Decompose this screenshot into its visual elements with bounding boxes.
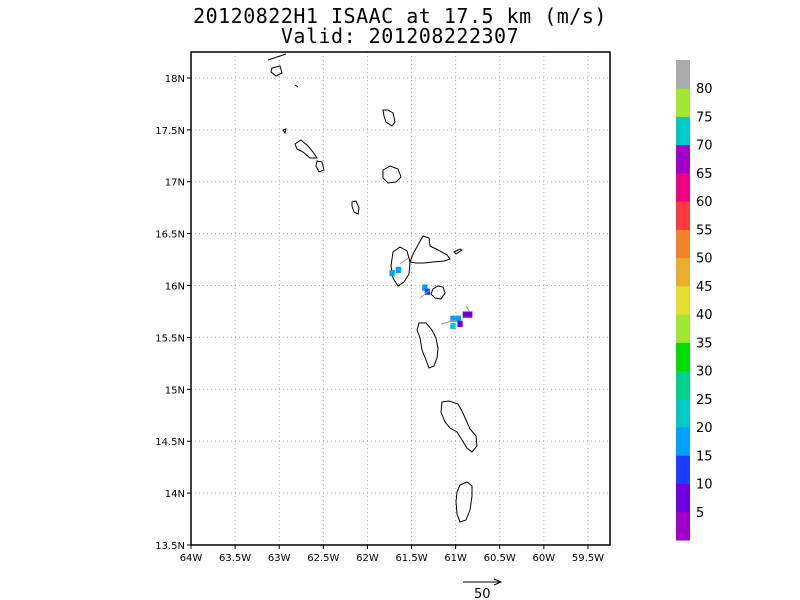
- island-barbuda: [382, 109, 396, 127]
- island-st-martin: [270, 65, 283, 77]
- wind-cell: [457, 320, 463, 328]
- colorbar-label: 75: [696, 110, 713, 125]
- x-tick-label: 62.5W: [307, 553, 339, 564]
- coastlines: [267, 53, 478, 523]
- x-tick-label: 59.5W: [572, 553, 604, 564]
- wind-cell: [389, 269, 395, 277]
- x-tick-label: 60.5W: [484, 553, 516, 564]
- colorbar-label: 30: [696, 365, 713, 380]
- colorbar-label: 20: [696, 421, 713, 436]
- wind-arrow: [465, 305, 471, 313]
- wind-arrow: [399, 257, 409, 265]
- chart-subtitle: Valid: 201208222307: [280, 24, 520, 48]
- colorbar-segment: [676, 314, 690, 343]
- colorbar-label: 55: [696, 223, 713, 238]
- colorbar-label: 45: [696, 280, 713, 295]
- island-basse-terre: [390, 246, 411, 287]
- island-grande-terre: [409, 235, 451, 264]
- wind-cell: [455, 315, 461, 322]
- island-st-kitts: [294, 139, 318, 159]
- colorbar-label: 25: [696, 393, 713, 408]
- colorbar-label: 5: [696, 506, 704, 521]
- colorbar-segment: [676, 144, 690, 174]
- colorbar-segment: [676, 88, 690, 117]
- wind-arrow: [419, 289, 431, 299]
- y-tick-label: 15.5N: [155, 333, 185, 344]
- wind-arrow: [440, 319, 457, 325]
- x-tick-label: 63.5W: [219, 553, 251, 564]
- reference-vector: 50: [463, 578, 503, 600]
- colorbar-segment: [676, 427, 690, 456]
- island-la-desirade: [453, 248, 463, 255]
- colorbar-segment: [676, 455, 690, 485]
- island-st-lucia: [455, 481, 473, 523]
- island-marie-galante: [430, 285, 446, 300]
- wind-cell: [450, 322, 456, 330]
- y-tick-label: 15N: [165, 385, 185, 396]
- x-tick-label: 62W: [356, 553, 379, 564]
- colorbar-label: 80: [696, 82, 713, 97]
- y-tick-label: 13.5N: [155, 541, 185, 552]
- colorbar-segment: [676, 483, 690, 513]
- colorbar-label: 70: [696, 139, 713, 154]
- colorbar-segment: [676, 116, 690, 146]
- y-tick-label: 17N: [165, 178, 185, 189]
- colorbar-segment: [676, 60, 690, 89]
- colorbar-segment: [676, 257, 690, 287]
- y-tick-label: 17.5N: [155, 126, 185, 137]
- reference-vector-label: 50: [474, 587, 491, 600]
- grid: [191, 52, 610, 545]
- x-tick-label: 63W: [268, 553, 291, 564]
- colorbar: 5 10 15 20 25 30 35 40 45 50 55 60 65 70 75 80: [676, 60, 713, 541]
- y-tick-label: 16N: [165, 282, 185, 293]
- colorbar-label: 15: [696, 449, 713, 464]
- island-saba: [282, 128, 287, 135]
- colorbar-segment: [676, 201, 690, 230]
- chart-title: 20120822H1 ISAAC at 17.5 km (m/s): [193, 4, 607, 28]
- colorbar-segment: [676, 511, 690, 541]
- island-antigua: [382, 165, 402, 184]
- reference-arrowhead: [493, 578, 503, 586]
- wind-cell: [450, 315, 456, 322]
- wind-cell: [395, 266, 401, 274]
- plot-frame: [190, 51, 611, 546]
- colorbar-label: 40: [696, 308, 713, 323]
- x-tick-label: 61.5W: [395, 553, 427, 564]
- island-martinique: [440, 400, 478, 453]
- island-montserrat: [351, 200, 360, 215]
- wind-vectors: [399, 257, 471, 325]
- colorbar-segment: [676, 229, 690, 259]
- x-tick-label: 60W: [533, 553, 556, 564]
- colorbar-segment: [676, 370, 690, 400]
- island-nevis: [315, 160, 325, 173]
- wind-cells: [389, 266, 473, 330]
- wind-cell: [467, 311, 473, 318]
- island-st-barthelemy: [294, 84, 299, 88]
- x-tick-label: 64W: [180, 553, 203, 564]
- x-tick-label: 61W: [444, 553, 467, 564]
- axis-ticks: 64W 63.5W 63W 62.5W 62W 61.5W 61W 60.5W 60W 59.5W…: [155, 74, 604, 564]
- colorbar-segment: [676, 285, 690, 315]
- wind-cell: [462, 311, 468, 318]
- colorbar-label: 35: [696, 336, 713, 351]
- colorbar-segment: [676, 398, 690, 428]
- y-tick-label: 16.5N: [155, 230, 185, 241]
- colorbar-label: 10: [696, 478, 713, 493]
- colorbar-label: 60: [696, 195, 713, 210]
- colorbar-label: 65: [696, 167, 713, 182]
- colorbar-segment: [676, 172, 690, 202]
- colorbar-segment: [676, 342, 690, 372]
- y-tick-label: 14N: [165, 489, 185, 500]
- island-anguilla: [267, 53, 287, 61]
- island-dominica: [416, 322, 439, 369]
- wind-cell: [422, 284, 428, 291]
- y-tick-label: 14.5N: [155, 437, 185, 448]
- y-tick-label: 18N: [165, 74, 185, 85]
- colorbar-label: 50: [696, 252, 713, 267]
